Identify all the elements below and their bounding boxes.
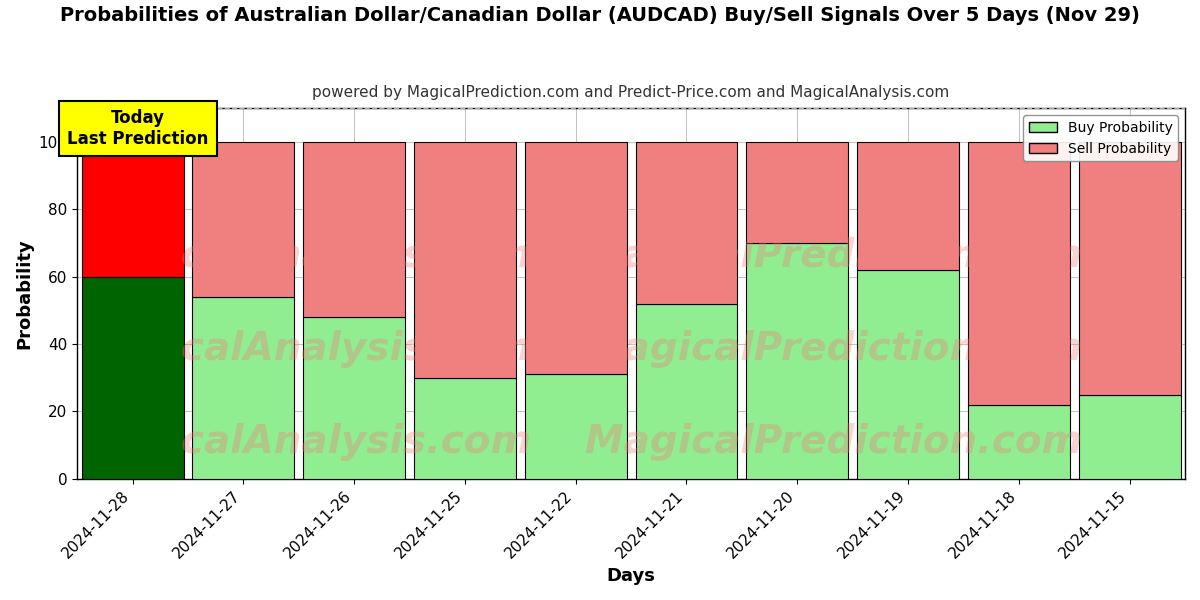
Bar <box>414 142 516 378</box>
Bar <box>304 317 406 479</box>
Bar <box>82 277 184 479</box>
Text: calAnalysis.com    MagicalPrediction.com: calAnalysis.com MagicalPrediction.com <box>180 238 1081 275</box>
Text: calAnalysis.com    MagicalPrediction.com: calAnalysis.com MagicalPrediction.com <box>180 423 1081 461</box>
Bar <box>1079 142 1181 395</box>
Legend: Buy Probability, Sell Probability: Buy Probability, Sell Probability <box>1024 115 1178 161</box>
Text: calAnalysis.com    MagicalPrediction.com: calAnalysis.com MagicalPrediction.com <box>180 330 1081 368</box>
Bar <box>82 142 184 277</box>
Bar <box>968 404 1069 479</box>
Bar <box>414 378 516 479</box>
X-axis label: Days: Days <box>607 567 655 585</box>
Bar <box>524 374 626 479</box>
Bar <box>968 142 1069 404</box>
Bar <box>857 270 959 479</box>
Text: Probabilities of Australian Dollar/Canadian Dollar (AUDCAD) Buy/Sell Signals Ove: Probabilities of Australian Dollar/Canad… <box>60 6 1140 25</box>
Y-axis label: Probability: Probability <box>14 238 32 349</box>
Bar <box>304 142 406 317</box>
Bar <box>192 297 294 479</box>
Title: powered by MagicalPrediction.com and Predict-Price.com and MagicalAnalysis.com: powered by MagicalPrediction.com and Pre… <box>312 85 949 100</box>
Bar <box>192 142 294 297</box>
Bar <box>746 142 848 243</box>
Bar <box>1079 395 1181 479</box>
Text: Today
Last Prediction: Today Last Prediction <box>67 109 209 148</box>
Bar <box>857 142 959 270</box>
Bar <box>524 142 626 374</box>
Bar <box>636 142 738 304</box>
Bar <box>636 304 738 479</box>
Bar <box>746 243 848 479</box>
